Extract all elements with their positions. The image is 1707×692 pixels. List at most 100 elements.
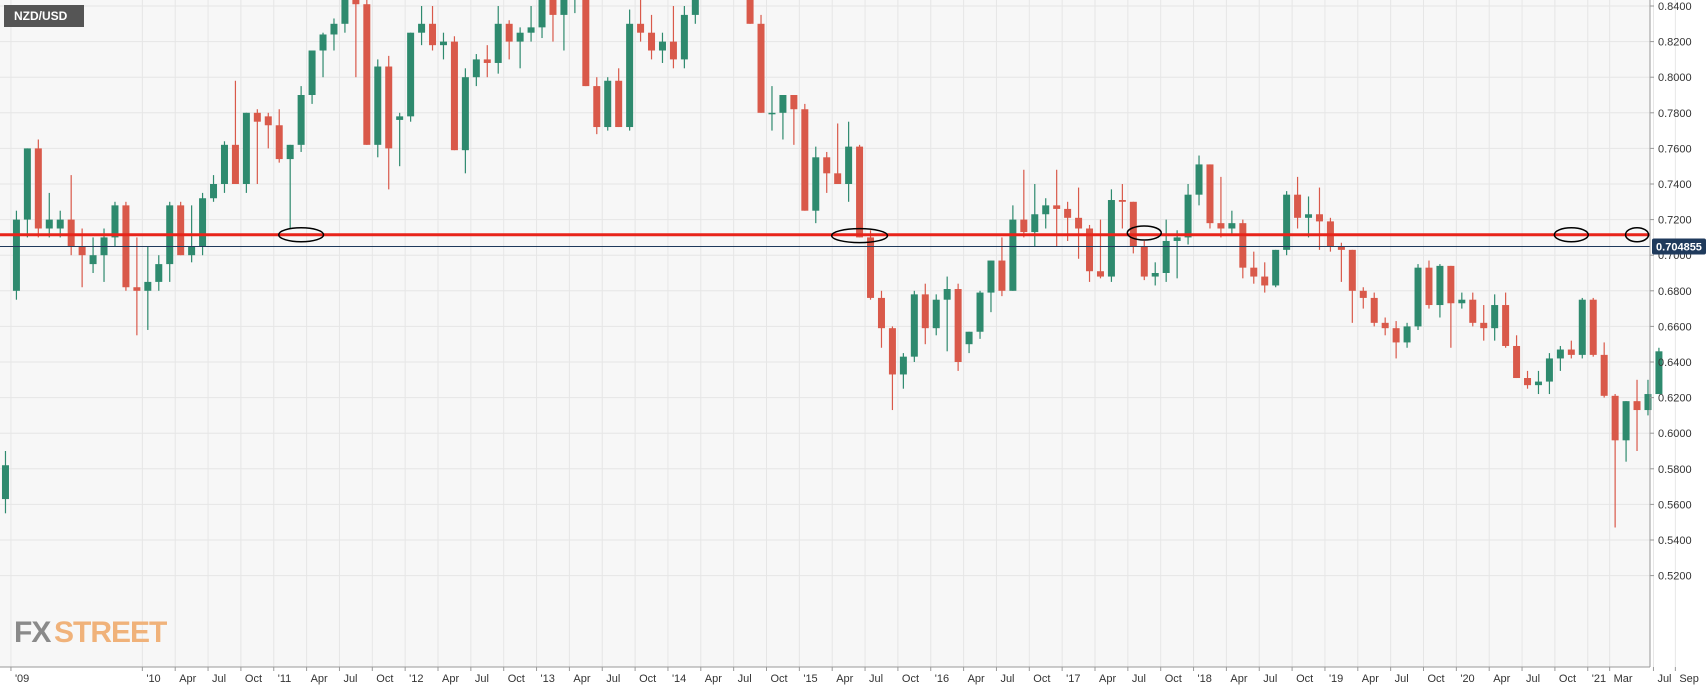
candle bbox=[155, 255, 163, 291]
x-tick-label: Jul bbox=[1263, 673, 1277, 685]
candle bbox=[297, 86, 305, 152]
candle bbox=[1381, 317, 1389, 336]
candle bbox=[1162, 219, 1170, 282]
watermark-suffix: STREET bbox=[54, 616, 167, 649]
candle bbox=[626, 9, 634, 131]
candle-body bbox=[231, 144, 239, 184]
candle bbox=[111, 201, 119, 247]
candle-body bbox=[1392, 328, 1400, 343]
candle-body bbox=[1064, 208, 1072, 218]
x-tick-label: '14 bbox=[672, 673, 686, 685]
candle bbox=[1655, 347, 1663, 395]
candle bbox=[604, 77, 612, 131]
candle bbox=[823, 151, 831, 193]
x-tick-label: '09 bbox=[15, 673, 29, 685]
candles-layer bbox=[1, 0, 1663, 528]
candle-body bbox=[1578, 299, 1586, 355]
x-tick-label: Apr bbox=[1099, 673, 1116, 685]
candle bbox=[867, 230, 875, 300]
candle-body bbox=[1217, 223, 1225, 229]
candle-body bbox=[363, 4, 371, 145]
candle bbox=[396, 112, 404, 167]
candle-body bbox=[648, 32, 656, 51]
candle bbox=[242, 112, 250, 193]
candle-body bbox=[352, 0, 360, 5]
candle bbox=[23, 148, 31, 238]
candle bbox=[1217, 176, 1225, 238]
candle bbox=[1545, 353, 1553, 395]
candle-body bbox=[56, 219, 64, 229]
candle-body bbox=[856, 146, 864, 238]
candle-body bbox=[1096, 271, 1104, 277]
candle-body bbox=[407, 32, 415, 117]
candle bbox=[483, 45, 491, 78]
candle bbox=[1414, 264, 1422, 330]
candle-body bbox=[560, 0, 568, 15]
fxstreet-watermark: FX STREET bbox=[14, 616, 168, 649]
candle bbox=[210, 175, 218, 202]
candle bbox=[1633, 379, 1641, 451]
candle-body bbox=[1600, 354, 1608, 396]
highlight-ellipse bbox=[277, 226, 325, 243]
x-tick-label: '10 bbox=[146, 673, 160, 685]
candle bbox=[746, 0, 754, 24]
candle-body bbox=[23, 148, 31, 220]
x-tick-label: Jul bbox=[869, 673, 883, 685]
candle-body bbox=[1513, 345, 1521, 379]
candle-body bbox=[1053, 205, 1061, 209]
x-tick-label: Apr bbox=[1362, 673, 1379, 685]
candle bbox=[472, 54, 480, 87]
candle-body bbox=[658, 41, 666, 51]
plot-background bbox=[0, 0, 1650, 667]
candle bbox=[987, 260, 995, 313]
y-tick-label: 0.7800 bbox=[1658, 108, 1692, 120]
candle bbox=[418, 6, 426, 46]
x-tick-label: Apr bbox=[179, 673, 196, 685]
candle-body bbox=[1502, 305, 1510, 346]
candle bbox=[461, 68, 469, 174]
x-tick-label: Jul bbox=[1657, 673, 1671, 685]
candle-body bbox=[1173, 237, 1181, 241]
candle-body bbox=[67, 219, 75, 247]
candle bbox=[12, 210, 20, 300]
candle-body bbox=[1195, 164, 1203, 195]
candle bbox=[516, 27, 524, 69]
candle bbox=[757, 14, 765, 113]
y-tick-label: 0.8400 bbox=[1658, 1, 1692, 13]
candle-body bbox=[1162, 240, 1170, 273]
candle-body bbox=[604, 80, 612, 128]
y-tick-label: 0.6400 bbox=[1658, 357, 1692, 369]
symbol-badge-bg bbox=[4, 5, 84, 27]
candle bbox=[1261, 262, 1269, 293]
candle-body bbox=[242, 112, 250, 184]
candle bbox=[899, 353, 907, 389]
candle-body bbox=[910, 294, 918, 357]
x-tick-label: '16 bbox=[935, 673, 949, 685]
x-tick-label: Sep bbox=[1679, 673, 1699, 685]
candle bbox=[965, 331, 973, 354]
candle bbox=[1589, 297, 1597, 357]
x-tick-label: Jul bbox=[1526, 673, 1540, 685]
x-tick-label: Apr bbox=[1230, 673, 1247, 685]
candle bbox=[976, 290, 984, 339]
x-tick-label: Mar bbox=[1614, 673, 1633, 685]
candle-body bbox=[461, 77, 469, 151]
candle bbox=[834, 123, 842, 184]
candle bbox=[1502, 292, 1510, 348]
candle-body bbox=[669, 41, 677, 60]
candle-body bbox=[505, 23, 513, 42]
candle bbox=[1480, 305, 1488, 341]
candle bbox=[1534, 370, 1542, 395]
candle-body bbox=[1075, 217, 1083, 229]
candle bbox=[1578, 297, 1586, 359]
candle bbox=[352, 0, 360, 78]
candle bbox=[67, 175, 75, 256]
candle bbox=[527, 6, 535, 42]
candle bbox=[790, 95, 798, 145]
candle-body bbox=[429, 23, 437, 46]
candle bbox=[1403, 322, 1411, 348]
candle bbox=[330, 18, 338, 51]
candle-body bbox=[89, 255, 97, 265]
candle-body bbox=[286, 144, 294, 160]
